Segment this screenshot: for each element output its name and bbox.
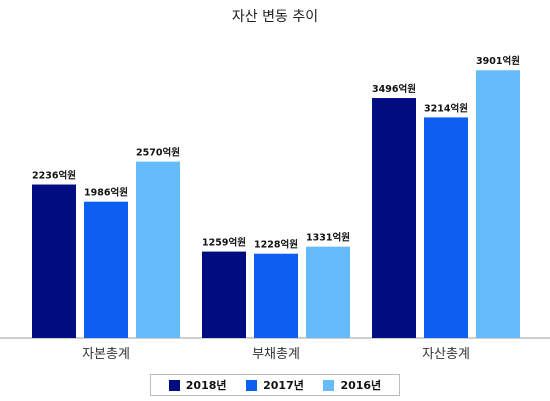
legend-swatch [323, 379, 335, 391]
legend-item: 2018년 [168, 377, 227, 393]
legend-label: 2016년 [340, 379, 382, 392]
bar-value-label: 3214억원 [424, 102, 468, 114]
bar-2-0 [372, 98, 416, 338]
category-label: 부채총계 [252, 347, 300, 362]
bar-value-label: 2236억원 [32, 170, 76, 182]
bar-0-1 [84, 201, 128, 338]
bar-value-label: 3496억원 [372, 83, 416, 95]
bar-0-0 [32, 184, 76, 338]
bar-0-2 [136, 161, 180, 338]
bar-2-2 [476, 70, 520, 338]
bar-value-label: 1331억원 [306, 232, 350, 244]
category-label: 자산총계 [422, 347, 470, 362]
legend-label: 2017년 [263, 379, 304, 392]
legend-swatch [168, 379, 180, 391]
legend-label: 2018년 [185, 379, 227, 392]
bar-1-2 [306, 246, 350, 338]
legend-item: 2016년 [323, 377, 381, 393]
bar-1-0 [202, 251, 246, 338]
legend-item: 2017년 [246, 377, 304, 393]
chart-title: 자산 변동 추이 [231, 9, 319, 25]
legend-swatch [246, 379, 258, 391]
category-label: 자본총계 [82, 347, 130, 362]
bar-value-label: 3901억원 [476, 55, 520, 67]
bar-value-label: 1259억원 [202, 237, 246, 249]
legend: 2018년 2017년 2016년 [150, 374, 400, 396]
bar-2-1 [424, 117, 468, 338]
bar-1-1 [254, 253, 298, 338]
bar-value-label: 2570억원 [136, 147, 180, 159]
bar-value-label: 1986억원 [84, 187, 128, 199]
bar-value-label: 1228억원 [254, 239, 298, 251]
